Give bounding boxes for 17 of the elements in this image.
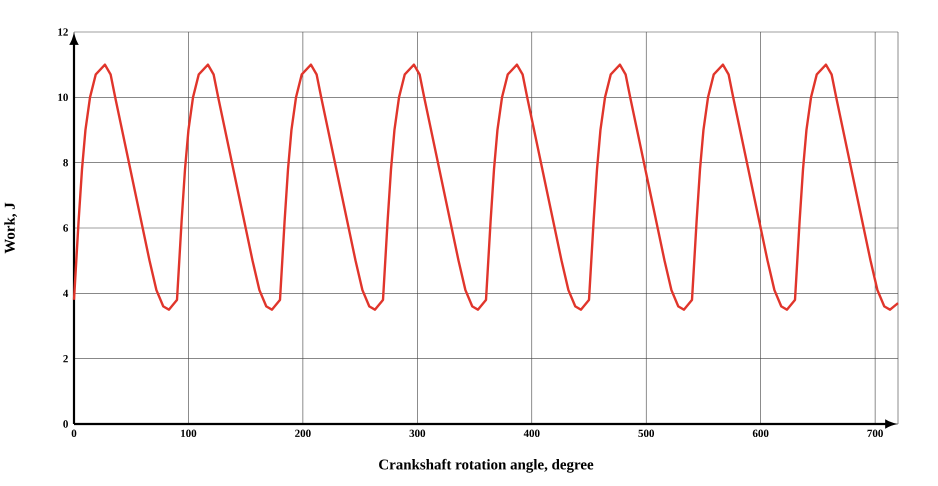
- y-tick-label: 2: [63, 355, 68, 362]
- x-axis-title: Crankshaft rotation angle, degree: [379, 458, 594, 473]
- y-tick-label: 6: [63, 224, 68, 232]
- y-tick-label: 8: [63, 158, 68, 166]
- y-tick-label: 4: [63, 290, 68, 297]
- x-tick-label: 100: [181, 430, 196, 438]
- x-tick-label: 0: [72, 430, 76, 438]
- y-tick-label: 12: [58, 28, 68, 36]
- x-tick-label: 300: [410, 430, 426, 438]
- x-tick-label: 500: [638, 430, 654, 438]
- y-tick-label: 10: [58, 94, 68, 102]
- x-tick-label: 200: [295, 430, 311, 438]
- x-tick-label: 600: [752, 430, 768, 438]
- y-tick-label: 0: [63, 420, 68, 428]
- x-tick-label: 400: [524, 430, 540, 438]
- y-axis-title: Work, J: [4, 202, 17, 254]
- x-tick-label: 700: [868, 430, 883, 438]
